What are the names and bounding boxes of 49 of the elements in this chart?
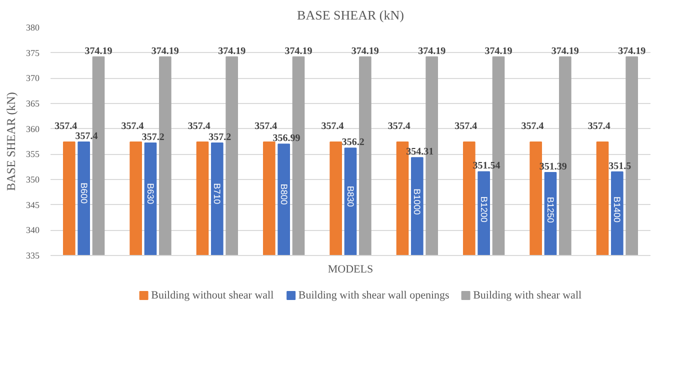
data-label: 357.4 xyxy=(521,120,544,132)
y-tick-label: 360 xyxy=(26,124,40,134)
data-label: 374.19 xyxy=(351,46,379,57)
data-label: 357.4 xyxy=(321,120,344,132)
legend-label: Building without shear wall xyxy=(151,290,274,302)
chart-title: BASE SHEAR (kN) xyxy=(297,8,404,22)
data-label: 374.19 xyxy=(84,46,112,57)
y-tick-label: 380 xyxy=(26,22,40,32)
x-tick-label: B1000 xyxy=(412,188,422,215)
x-tick-label: B1250 xyxy=(546,196,556,223)
data-label: 357.4 xyxy=(121,120,144,132)
y-tick-label: 340 xyxy=(26,225,40,236)
y-tick-label: 370 xyxy=(26,73,40,84)
data-label: 374.19 xyxy=(484,46,512,57)
data-label: 357.2 xyxy=(142,132,164,143)
x-tick-label: B600 xyxy=(78,182,89,204)
y-tick-label: 335 xyxy=(26,250,40,260)
data-label: 357.2 xyxy=(208,132,232,143)
data-label: 357.4 xyxy=(454,120,478,132)
data-label: 374.19 xyxy=(284,46,312,57)
x-tick-label: B830 xyxy=(346,186,356,207)
y-axis-title: BASE SHEAR (kN) xyxy=(4,92,18,191)
x-tick-label: B800 xyxy=(278,184,289,205)
y-tick-label: 365 xyxy=(26,98,40,108)
x-tick-label: B710 xyxy=(212,183,222,204)
data-label: 357.4 xyxy=(75,130,98,142)
data-label: 356.99 xyxy=(272,133,300,144)
data-label: 357.4 xyxy=(54,120,78,132)
y-tick-label: 350 xyxy=(26,174,40,184)
data-label: 357.4 xyxy=(588,120,610,132)
data-label: 351.5 xyxy=(608,160,632,172)
legend-label: Building with shear wall openings xyxy=(298,290,450,302)
y-tick-label: 345 xyxy=(26,200,40,210)
data-label: 357.4 xyxy=(188,120,210,132)
y-tick-label: 355 xyxy=(26,149,40,160)
y-tick-label: 375 xyxy=(26,48,40,58)
x-tick-label: B1400 xyxy=(612,196,622,223)
x-axis-title: MODELS xyxy=(328,264,374,276)
data-label: 374.19 xyxy=(551,46,579,57)
data-label: 374.19 xyxy=(218,46,246,57)
x-tick-label: B630 xyxy=(146,183,156,204)
data-label: 357.4 xyxy=(388,120,410,132)
data-label: 374.19 xyxy=(151,46,179,57)
x-tick-label: B1200 xyxy=(478,196,489,222)
data-label: 356.2 xyxy=(342,137,364,148)
data-label: 374.19 xyxy=(418,46,446,57)
data-label: 357.4 xyxy=(254,120,278,132)
data-label: 374.19 xyxy=(618,46,646,57)
legend-label: Building with shear wall xyxy=(473,290,582,302)
